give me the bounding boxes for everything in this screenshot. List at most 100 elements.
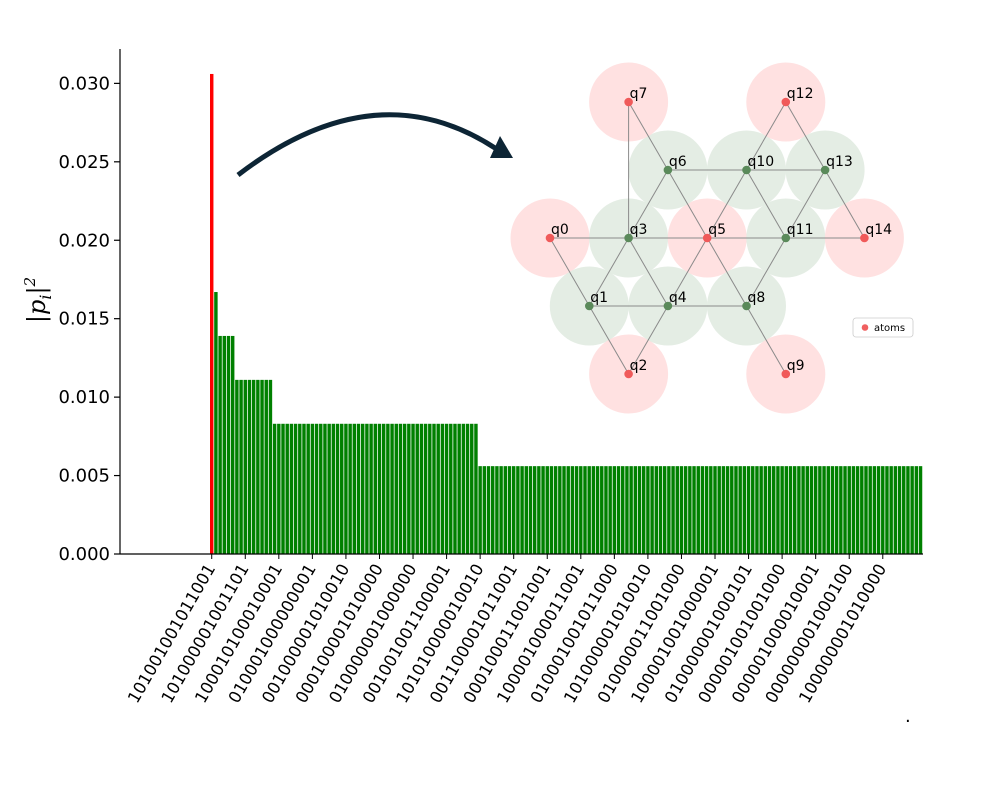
atom-label: q9 [787, 358, 805, 374]
bar [335, 423, 340, 554]
bar [843, 466, 847, 554]
bar [675, 466, 679, 554]
bar [906, 466, 910, 554]
atom-label: q3 [630, 222, 648, 238]
bar [587, 466, 591, 554]
ylabel-sup: 2 [21, 277, 39, 288]
bar [826, 466, 830, 554]
bar [520, 466, 524, 554]
atom-label: q10 [748, 154, 775, 170]
legend-marker [861, 324, 869, 331]
bar [780, 466, 784, 554]
atom-register-inset: q0 q1 q2 q3 q4 q5 q6 q7 q8 q9 q10 q11 q12 q13 q14 atom… [510, 62, 914, 414]
bar [373, 423, 378, 554]
bar [709, 466, 713, 554]
bar [277, 423, 281, 554]
lattice-edges-group [549, 101, 865, 375]
bar [595, 466, 600, 554]
atom-node [624, 97, 633, 107]
lattice-edge [549, 237, 590, 307]
bar [461, 423, 466, 554]
atom-node [624, 233, 633, 243]
bar [667, 466, 671, 554]
bar [717, 466, 721, 554]
bar [704, 466, 709, 554]
bar [306, 423, 310, 554]
atom-node [624, 369, 633, 379]
lattice-edge [746, 169, 787, 239]
bar [562, 466, 566, 554]
bar [444, 423, 449, 554]
bar [742, 466, 747, 554]
atom-label: q4 [669, 290, 687, 306]
bar [499, 466, 503, 554]
bar [310, 423, 315, 554]
lattice-edge [785, 169, 826, 239]
bar [809, 466, 814, 554]
bar [528, 466, 533, 554]
bar [725, 466, 730, 554]
bar [755, 466, 759, 554]
lattice-edge [706, 237, 747, 307]
atom-label: q7 [630, 86, 648, 102]
transition-arrowhead [490, 136, 513, 158]
atom-node [545, 233, 555, 243]
bar [860, 466, 864, 554]
atom-node [781, 369, 791, 379]
atom-label: q0 [551, 222, 569, 238]
bar [839, 466, 843, 554]
atom-label: q12 [787, 86, 814, 102]
bar [872, 466, 877, 554]
bar [511, 466, 516, 554]
lattice-edge [706, 169, 747, 239]
bar [822, 466, 826, 554]
bar [230, 335, 235, 554]
bar [281, 423, 285, 554]
bar [537, 466, 541, 554]
bar [407, 423, 411, 554]
bar [855, 466, 860, 554]
bar [654, 466, 659, 554]
atom-label: q13 [826, 154, 853, 170]
bar [541, 466, 545, 554]
y-tick-label: 0.030 [58, 73, 110, 94]
bar [507, 466, 512, 554]
y-tick-label: 0.015 [58, 309, 110, 330]
bar [532, 466, 537, 554]
bar [893, 466, 898, 554]
bar [470, 423, 474, 554]
lattice-edge [628, 305, 669, 375]
atom-node [860, 233, 869, 243]
bar [558, 466, 562, 554]
bar [834, 466, 839, 554]
bar [482, 466, 487, 554]
bar [402, 423, 407, 554]
bar [700, 466, 705, 554]
bar [222, 335, 227, 554]
bar [218, 335, 222, 554]
lattice-edge [588, 305, 630, 375]
lattice-edge [667, 237, 708, 307]
bar [423, 423, 428, 554]
bar [553, 466, 558, 554]
atom-label: q8 [748, 290, 766, 306]
bar [293, 423, 298, 554]
bar [788, 466, 793, 554]
ylabel-close: | [23, 286, 52, 294]
atom-node [663, 301, 673, 311]
bar [491, 466, 495, 554]
bar [776, 466, 780, 554]
bar [818, 466, 822, 554]
atom-label: q11 [787, 222, 814, 238]
bar [881, 466, 885, 554]
x-ticks-group: 1010010010110011010000010011011000101000… [124, 554, 890, 706]
bar [763, 466, 768, 554]
bar [621, 466, 625, 554]
bar [386, 423, 390, 554]
bar [272, 423, 277, 554]
bar [260, 379, 264, 554]
atom-label: q14 [865, 222, 892, 238]
bar [256, 379, 260, 554]
bar [721, 466, 726, 554]
bar [671, 466, 675, 554]
